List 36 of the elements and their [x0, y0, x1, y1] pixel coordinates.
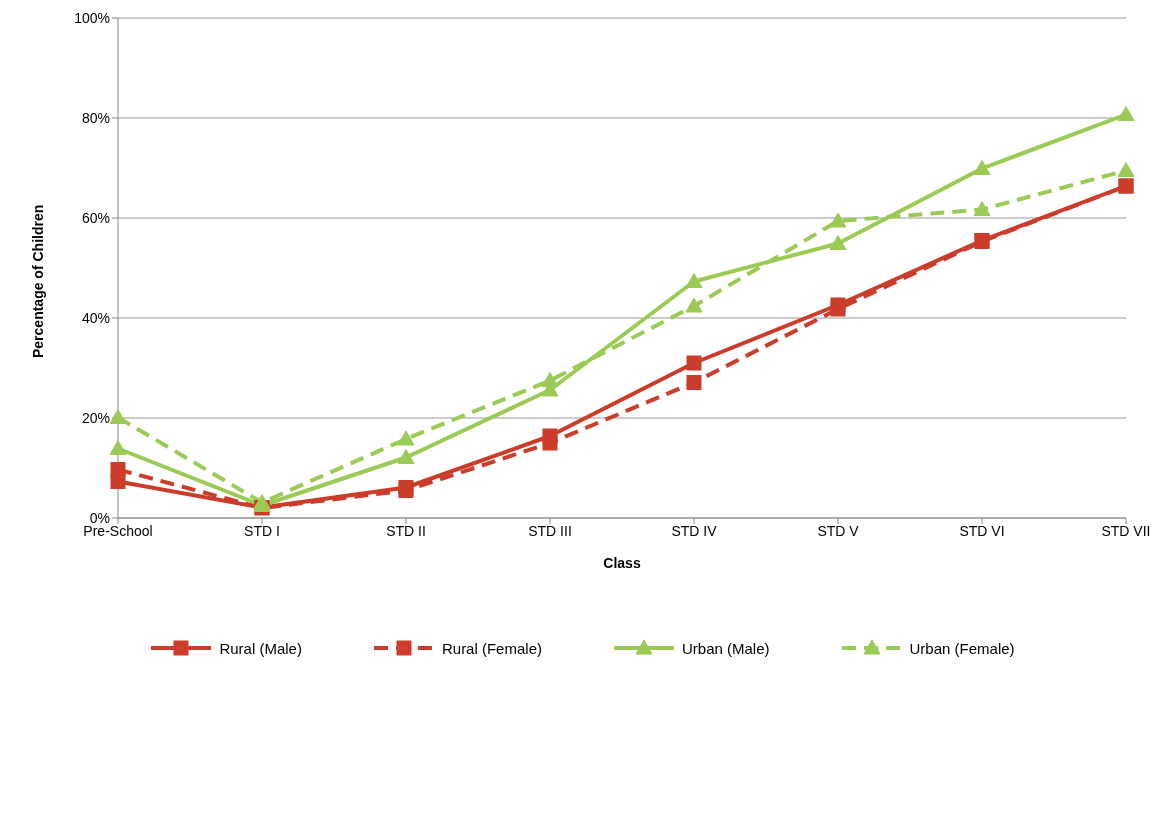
- x-tick-label: STD V: [817, 522, 860, 539]
- point: [973, 201, 991, 216]
- x-tick-label: STD I: [244, 522, 280, 539]
- point: [829, 212, 847, 228]
- point: [1117, 162, 1135, 177]
- point: [109, 409, 127, 424]
- legend-label: Urban (Male): [681, 639, 770, 657]
- legend-label: Rural (Male): [219, 639, 302, 657]
- point: [685, 273, 703, 288]
- x-tick-label: STD VI: [959, 522, 1005, 539]
- point: [397, 449, 415, 464]
- point: [109, 440, 127, 455]
- y-tick-label: 20%: [81, 409, 110, 426]
- point: [110, 462, 126, 477]
- x-tick-label: STD II: [386, 522, 426, 539]
- point: [686, 375, 702, 390]
- point: [542, 435, 558, 451]
- legend-label: Rural (Female): [441, 639, 542, 657]
- point: [686, 355, 702, 371]
- point: [1117, 106, 1135, 121]
- point: [973, 160, 991, 175]
- y-axis-title: Percentage of Children: [29, 204, 46, 358]
- y-tick-label: 80%: [81, 109, 110, 126]
- y-tick-label: 40%: [81, 309, 110, 326]
- x-tick-label: STD III: [528, 522, 572, 539]
- y-tick-label: 60%: [81, 209, 110, 226]
- point: [397, 430, 415, 446]
- point: [830, 301, 846, 317]
- point: [541, 372, 559, 387]
- point: [829, 235, 847, 250]
- point: [685, 297, 703, 313]
- x-tick-label: STD IV: [671, 522, 718, 539]
- legend-label: Urban (Female): [909, 639, 1015, 657]
- x-axis-title: Class: [603, 555, 641, 571]
- x-tick-label: STD VII: [1101, 522, 1151, 539]
- y-tick-label: 100%: [74, 9, 110, 26]
